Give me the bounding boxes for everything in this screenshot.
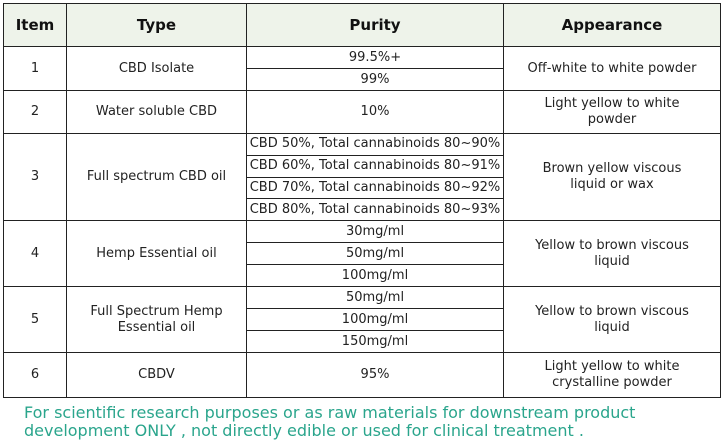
purity-cell: 150mg/ml (246, 330, 504, 353)
type-cell: Full spectrum CBD oil (66, 133, 247, 221)
purity-cell: 100mg/ml (246, 308, 504, 331)
footer-line: For scientific research purposes or as r… (24, 403, 636, 422)
purity-cell: 10% (246, 90, 504, 134)
table-row: 4 Hemp Essential oil 30mg/ml Yellow to brow… (3, 220, 721, 287)
column-header: Purity (246, 3, 504, 47)
appearance-cell: Brown yellow viscous liquid or wax (503, 133, 721, 221)
item-cell: 3 (3, 133, 67, 221)
type-cell: CBDV (66, 352, 247, 398)
table-row: 1 CBD Isolate 99.5%+ Off-white to white pow… (3, 46, 721, 91)
table-row: 6 CBDV 95% Light yellow to white crystallin… (3, 352, 721, 398)
appearance-cell: Yellow to brown viscous liquid (503, 286, 721, 353)
purity-cell: 30mg/ml (246, 220, 504, 243)
item-cell: 6 (3, 352, 67, 398)
purity-cell: CBD 80%, Total cannabinoids 80~93% (246, 198, 504, 221)
purity-cell: CBD 60%, Total cannabinoids 80~91% (246, 154, 504, 178)
purity-cell: CBD 50%, Total cannabinoids 80~90% (246, 133, 504, 156)
item-cell: 5 (3, 286, 67, 353)
purity-cell: 95% (246, 352, 504, 398)
appearance-cell: Off-white to white powder (503, 46, 721, 91)
item-cell: 2 (3, 90, 67, 134)
type-cell: CBD Isolate (66, 46, 247, 91)
purity-cell: 99% (246, 68, 504, 91)
table-row: 50mg/ml (4, 242, 721, 265)
purity-cell: CBD 70%, Total cannabinoids 80~92% (246, 176, 504, 200)
type-cell: Full Spectrum Hemp Essential oil (66, 286, 247, 353)
purity-cell: 99.5%+ (246, 46, 504, 69)
table-row: 5 Full Spectrum Hemp Essential oil 50mg/ml… (3, 286, 721, 353)
appearance-cell: Light yellow to white powder (503, 90, 721, 134)
type-cell: Hemp Essential oil (66, 220, 247, 287)
column-header: Type (66, 3, 247, 47)
column-header: Item (3, 3, 67, 47)
purity-cell: 50mg/ml (246, 286, 504, 309)
item-cell: 1 (3, 46, 67, 91)
footer-note: For scientific research purposes or as r… (24, 404, 714, 440)
type-cell: Water soluble CBD (66, 90, 247, 134)
appearance-cell: Light yellow to white crystalline powder (503, 352, 721, 398)
header-row: Item Type Purity Appearance (3, 3, 721, 47)
product-table: Item Type Purity Appearance 1 CBD Isolate 99.… (3, 3, 721, 398)
table-row: 3 Full spectrum CBD oil CBD 50%, Total can… (3, 133, 721, 221)
item-cell: 4 (3, 220, 67, 287)
purity-cell: 100mg/ml (246, 264, 504, 287)
purity-cell: 50mg/ml (246, 242, 504, 265)
column-header: Appearance (503, 3, 721, 47)
footer-line: development ONLY , not directly edible o… (24, 421, 584, 440)
table-row: 2 Water soluble CBD 10% Light yellow to whi… (3, 90, 721, 134)
appearance-cell: Yellow to brown viscous liquid (503, 220, 721, 287)
